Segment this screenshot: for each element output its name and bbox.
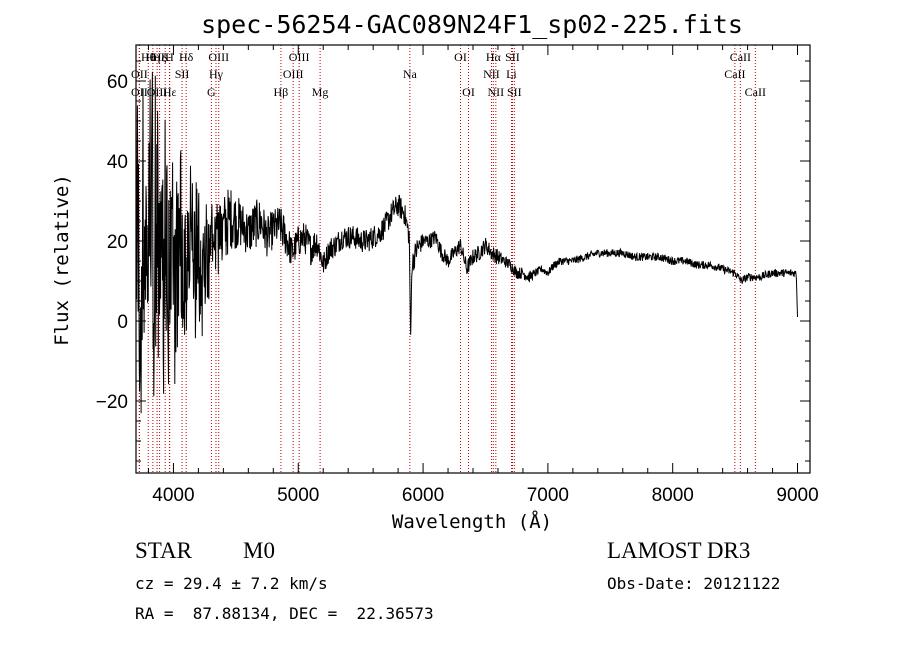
- x-tick-label: 9000: [776, 485, 818, 506]
- x-tick-label: 7000: [527, 485, 569, 506]
- line-label-10: Hδ: [179, 50, 194, 64]
- line-label-24: SII: [505, 50, 520, 64]
- line-label-0: OII: [131, 85, 148, 99]
- survey-name: LAMOST DR3: [607, 538, 751, 563]
- object-class: STAR: [135, 538, 192, 563]
- line-label-4: Hζ: [153, 50, 167, 64]
- coordinates-ra-dec: RA = 87.88134, DEC = 22.36573: [135, 604, 434, 623]
- y-tick-label: 20: [107, 232, 128, 253]
- line-label-9: SII: [175, 67, 190, 81]
- observation-date: Obs-Date: 20121122: [607, 574, 781, 593]
- line-label-26: SII: [507, 85, 522, 99]
- line-label-13: G: [207, 85, 216, 99]
- x-tick-label: 5000: [277, 485, 319, 506]
- line-label-11: OIII: [208, 50, 229, 64]
- line-label-2: OII: [131, 67, 148, 81]
- axis-ticks: [136, 45, 810, 473]
- line-label-5: K: [161, 50, 170, 64]
- chart-title: spec-56254-GAC089N24F1_sp02-225.fits: [201, 10, 743, 39]
- y-tick-label: 40: [107, 152, 128, 173]
- line-label-25: Li: [506, 67, 517, 81]
- line-label-15: OIII: [283, 67, 304, 81]
- y-axis-title: Flux (relative): [51, 174, 73, 346]
- line-label-18: Na: [403, 67, 418, 81]
- object-subclass: M0: [243, 538, 275, 563]
- line-label-23: NII: [488, 85, 505, 99]
- line-label-20: OI: [462, 85, 475, 99]
- line-label-7: Hε: [163, 85, 177, 99]
- line-label-21: Hα: [486, 50, 502, 64]
- y-tick-label: −20: [96, 392, 128, 413]
- line-label-27: CaII: [724, 67, 745, 81]
- redshift-cz: cz = 29.4 ± 7.2 km/s: [135, 574, 328, 593]
- x-axis-title: Wavelength (Å): [392, 510, 552, 533]
- line-label-16: OIII: [289, 50, 310, 64]
- line-label-22: NII: [483, 67, 500, 81]
- line-label-3: Hη: [145, 50, 160, 64]
- line-label-1: Hθ: [141, 50, 156, 64]
- axis-tick-labels: 4000 5000 6000 7000 8000 9000 −20 0 20 40 60: [96, 72, 819, 506]
- line-label-14: Hβ: [274, 85, 289, 99]
- line-label-6: H: [165, 50, 174, 64]
- y-tick-label: 60: [107, 72, 128, 93]
- x-tick-label: 4000: [152, 485, 194, 506]
- y-tick-label: 0: [117, 312, 128, 333]
- spectrum-line: [135, 71, 798, 414]
- x-tick-label: 8000: [652, 485, 694, 506]
- line-label-28: CaII: [730, 50, 751, 64]
- line-label-29: CaII: [745, 85, 766, 99]
- line-label-19: OI: [454, 50, 467, 64]
- line-label-12: Hγ: [209, 67, 224, 81]
- line-label-17: Mg: [312, 85, 329, 99]
- x-tick-label: 6000: [402, 485, 444, 506]
